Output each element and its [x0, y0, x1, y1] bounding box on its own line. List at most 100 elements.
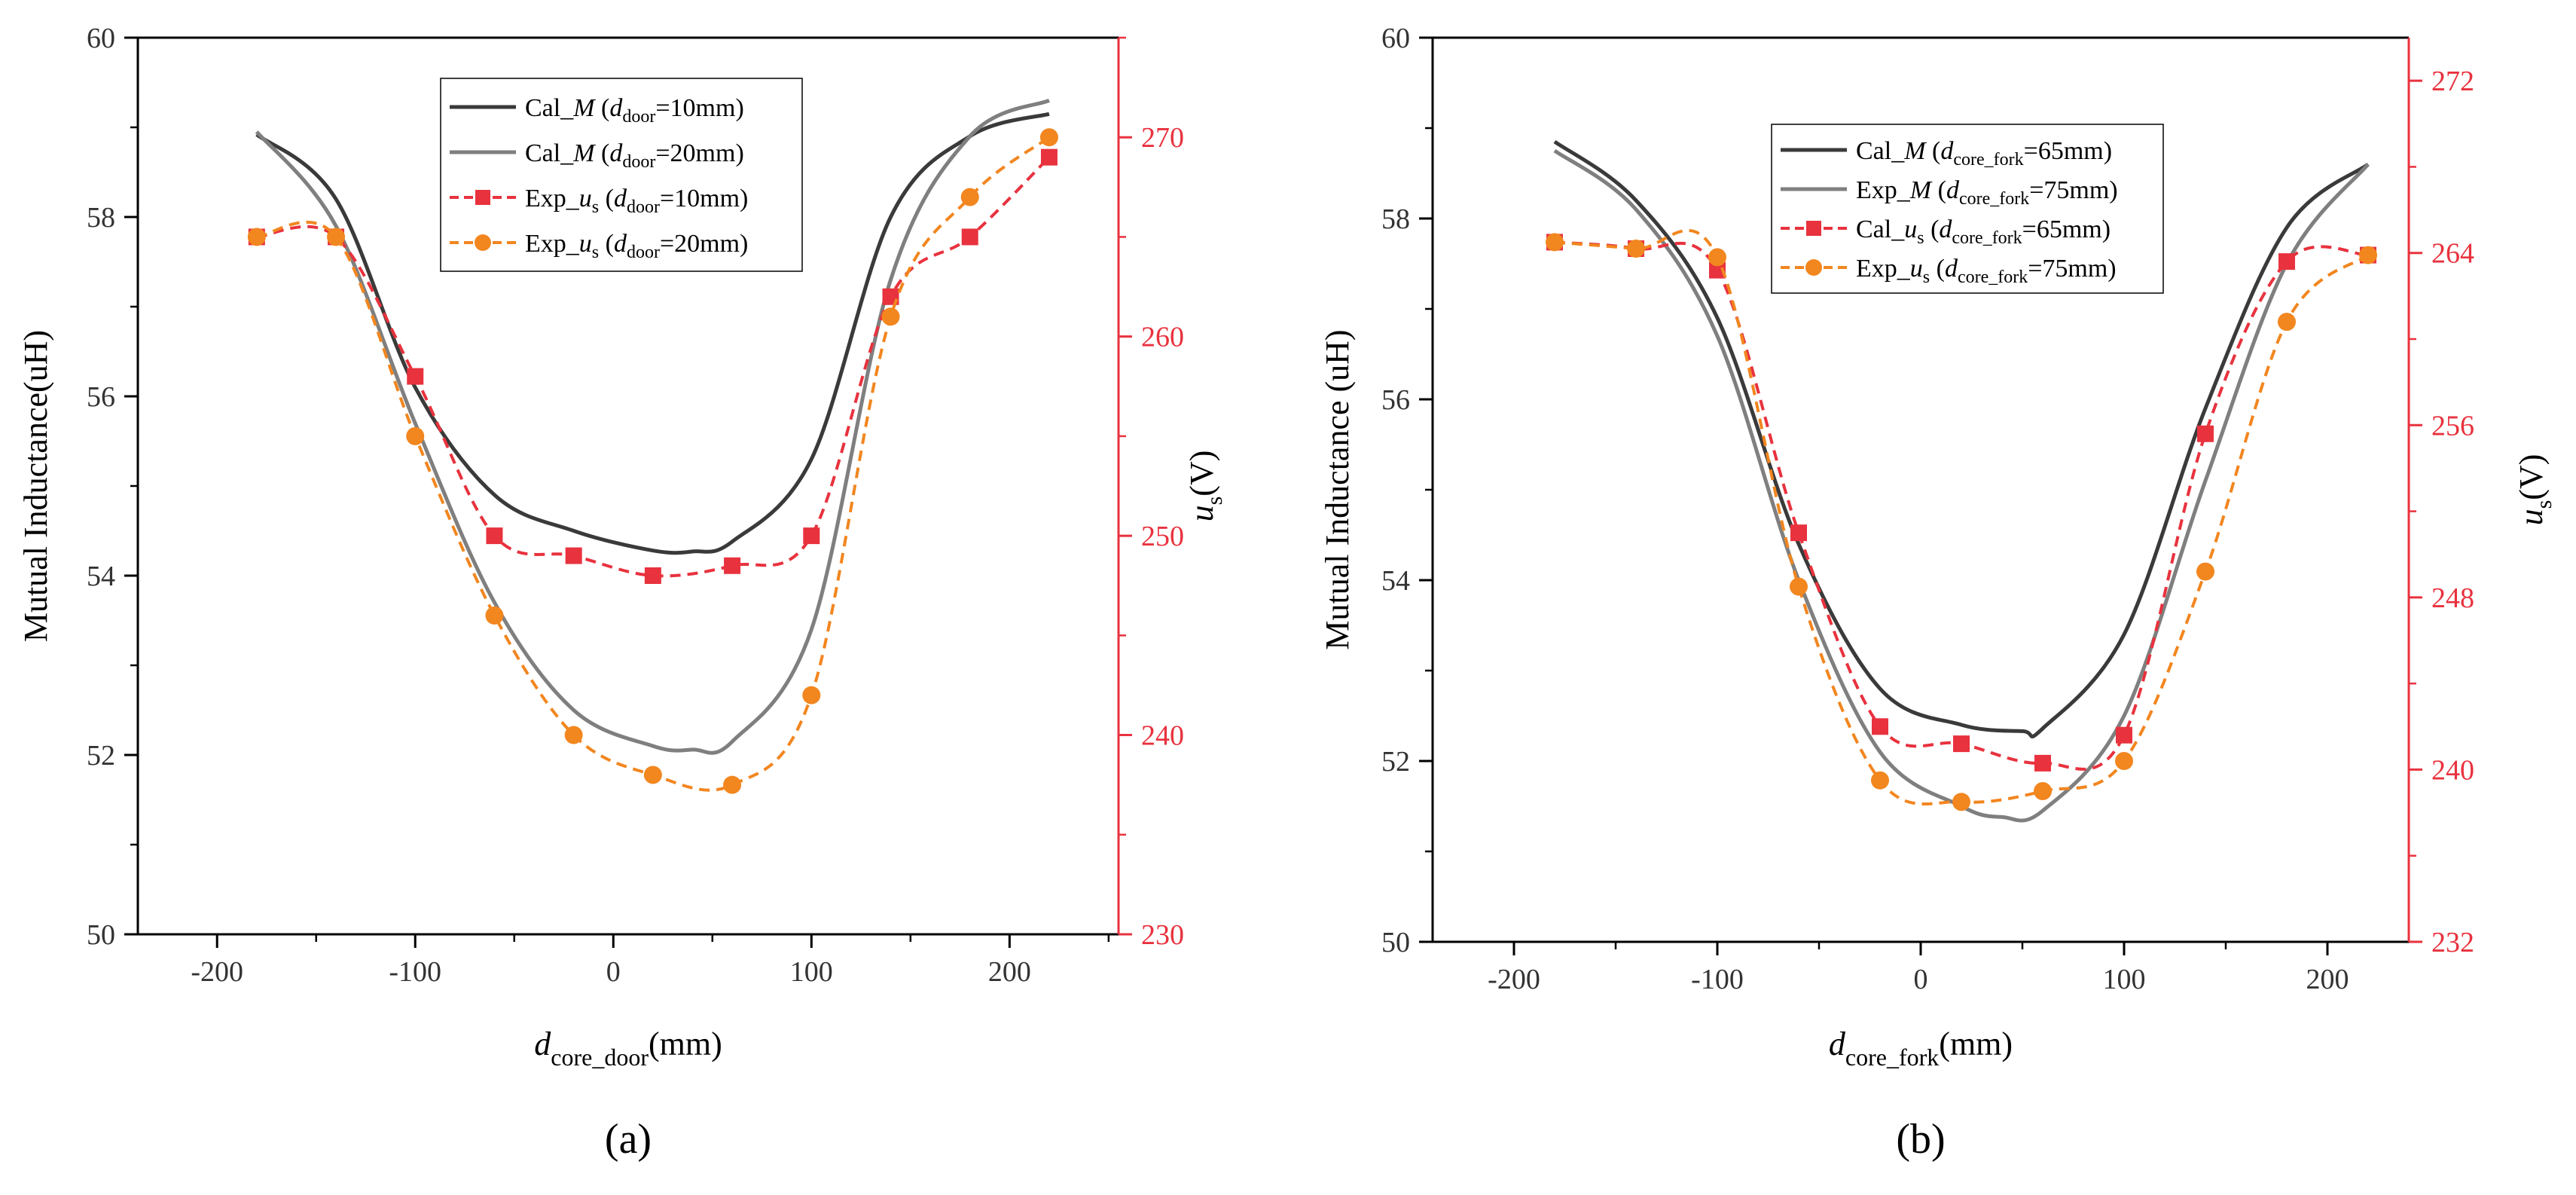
series-line-2 [1553, 148, 2370, 823]
legend-entry-label: Exp_M (dcore_fork=75mm) [1856, 176, 2118, 209]
legend-entry-label: Exp_us (ddoor=10mm) [525, 185, 748, 217]
data-point-square [1709, 261, 1726, 279]
data-point-circle [485, 606, 504, 625]
data-point-square [803, 527, 820, 545]
panel-a-chart: -200 -100 0 100 200 50 52 54 56 58 60 230 240 250 260 2… [17, 23, 1227, 1163]
panel-label: (a) [605, 1116, 652, 1163]
legend-swatch-square [1806, 221, 1821, 236]
data-point-circle [2034, 782, 2052, 800]
y-left-tick-label: 60 [87, 23, 115, 54]
data-point-square [486, 527, 503, 545]
y-right-tick-label: 250 [1141, 521, 1184, 552]
data-point-square [644, 567, 661, 584]
x-tick-label: 100 [2103, 964, 2146, 995]
x-tick-label: -100 [1691, 964, 1744, 995]
y-right-tick-label: 256 [2431, 410, 2474, 442]
y-left-tick-label: 54 [1381, 565, 1410, 597]
legend-box [440, 78, 803, 272]
data-point-circle [2196, 562, 2214, 581]
y-left-tick-label: 54 [87, 561, 115, 592]
series-line-2 [255, 98, 1050, 755]
y-right-tick-label: 240 [2431, 754, 2474, 786]
data-point-circle [2278, 313, 2296, 332]
y-right-tick-label: 240 [1141, 720, 1184, 752]
data-point-circle [1546, 233, 1564, 252]
data-point-square [2197, 425, 2214, 442]
series-line-3 [1554, 240, 2369, 771]
legend: Cal_M (ddoor=10mm) Cal_M (ddoor=20mm) Exp_… [440, 78, 803, 272]
data-point-circle [1790, 577, 1808, 596]
data-point-square [565, 547, 582, 564]
data-point-circle [1039, 128, 1058, 147]
data-point-circle [802, 686, 821, 704]
data-point-square [1040, 148, 1058, 166]
data-point-square [1953, 735, 1970, 753]
y-right-tick-label: 264 [2431, 238, 2474, 270]
data-point-circle [960, 188, 979, 206]
y-left-axis-title: Mutual Inductance (uH) [1319, 329, 1356, 649]
x-tick-label: 200 [2306, 964, 2349, 995]
data-point-circle [2359, 246, 2377, 264]
x-tick-label: 100 [790, 956, 833, 988]
y-right-tick-label: 230 [1141, 919, 1184, 951]
y-right-tick-label: 248 [2431, 582, 2474, 614]
data-point-square [1872, 718, 1888, 735]
x-tick-label: 0 [1914, 964, 1928, 995]
data-point-circle [2115, 752, 2133, 770]
y-left-tick-label: 56 [1381, 384, 1410, 416]
legend-entry-label: Cal_us (dcore_fork=65mm) [1856, 215, 2111, 248]
data-point-square [2278, 253, 2295, 270]
data-point-square [1790, 524, 1807, 542]
data-point-circle [1708, 248, 1726, 267]
x-tick-label: 200 [988, 956, 1031, 988]
data-point-circle [723, 775, 742, 794]
data-point-square [724, 557, 741, 574]
y-left-tick-label: 52 [87, 740, 115, 772]
y-right-tick-label: 270 [1141, 122, 1184, 154]
legend-entry-label: Cal_M (ddoor=10mm) [525, 94, 744, 127]
data-point-square [961, 228, 978, 246]
y-right-tick-label: 232 [2431, 927, 2474, 958]
data-point-square [2034, 754, 2051, 772]
legend: Cal_M (dcore_fork=65mm) Exp_M (dcore_fork… [1771, 124, 2164, 294]
x-axis-title: dcore_fork(mm) [1829, 1025, 2013, 1071]
data-point-circle [327, 228, 346, 246]
y-left-tick-label: 58 [87, 202, 115, 234]
y-right-tick-label: 260 [1141, 322, 1184, 353]
legend-entry-label: Exp_us (dcore_fork=75mm) [1856, 255, 2117, 287]
y-left-tick-label: 50 [1381, 927, 1410, 958]
y-right-axis-title: us(V) [1183, 451, 1227, 522]
panel-b-chart: -200 -100 0 100 200 50 52 54 56 58 60 232 240 248 256 2… [1319, 23, 2556, 1163]
data-point-circle [643, 766, 662, 784]
data-point-circle [406, 426, 425, 445]
series-line-1 [255, 112, 1050, 555]
data-point-square [2116, 726, 2132, 744]
y-left-axis-title: Mutual Inductance(uH) [17, 330, 54, 642]
data-point-circle [564, 726, 583, 744]
y-left-tick-label: 56 [87, 381, 115, 413]
y-left-tick-label: 58 [1381, 203, 1410, 235]
legend-swatch-circle [475, 234, 491, 251]
y-left-tick-label: 52 [1381, 746, 1410, 778]
series-line-1 [1553, 139, 2370, 738]
x-tick-label: -100 [389, 956, 441, 988]
x-tick-label: 0 [606, 956, 621, 988]
data-point-circle [1871, 771, 1889, 790]
x-tick-label: -200 [191, 956, 243, 988]
panel-label: (b) [1896, 1116, 1945, 1163]
x-tick-label: -200 [1488, 964, 1540, 995]
series-line-4 [1554, 228, 2370, 805]
data-point-circle [1627, 240, 1645, 258]
data-point-circle [247, 228, 266, 246]
y-right-axis-title: us(V) [2513, 454, 2556, 526]
legend-swatch-square [475, 190, 490, 205]
y-left-tick-label: 60 [1381, 23, 1410, 54]
y-right-tick-label: 272 [2431, 66, 2474, 97]
legend-entry-label: Cal_M (dcore_fork=65mm) [1856, 137, 2112, 170]
legend-box [1771, 124, 2164, 294]
x-axis-title: dcore_door(mm) [534, 1025, 722, 1071]
data-point-circle [1952, 793, 1970, 811]
data-point-circle [881, 307, 900, 326]
data-point-square [407, 368, 424, 385]
